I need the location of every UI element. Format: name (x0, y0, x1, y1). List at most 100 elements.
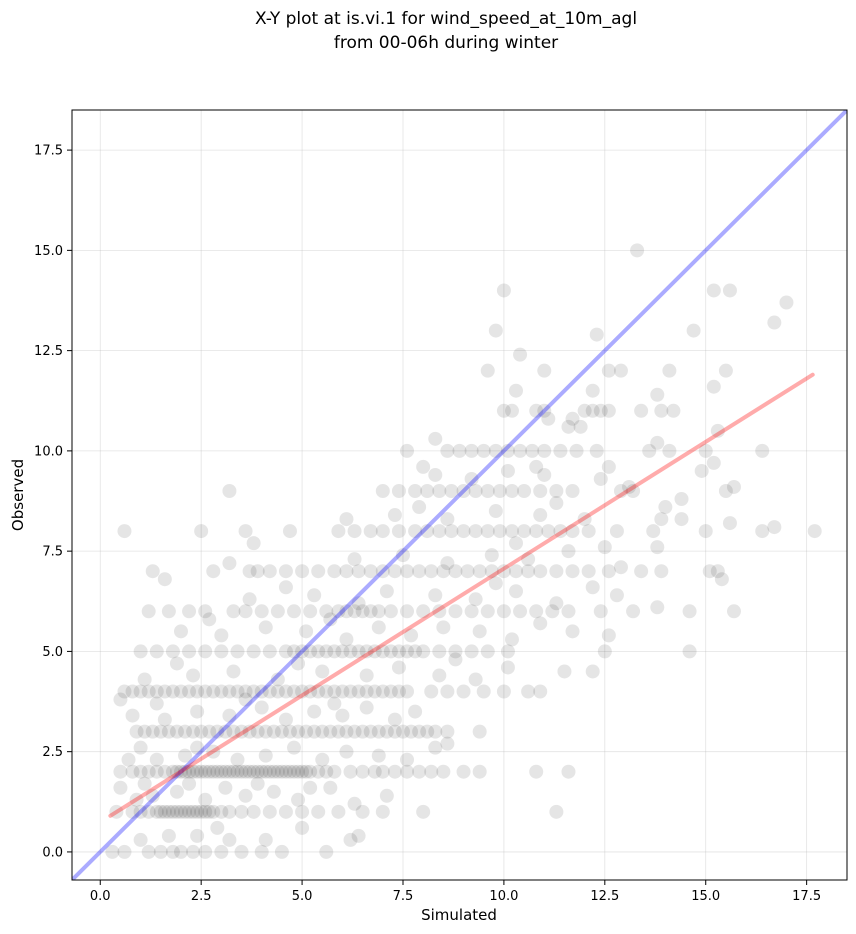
scatter-point (262, 564, 277, 579)
scatter-point (359, 700, 374, 715)
scatter-point (432, 524, 447, 539)
scatter-points (105, 243, 822, 859)
scatter-point (198, 644, 213, 659)
scatter-point (186, 724, 201, 739)
scatter-point (549, 596, 564, 611)
scatter-point (379, 584, 394, 599)
scatter-point (492, 483, 507, 498)
scatter-point (182, 644, 197, 659)
scatter-point (190, 740, 205, 755)
scatter-point (133, 684, 148, 699)
scatter-point (210, 764, 225, 779)
scatter-point (121, 752, 136, 767)
scatter-point (319, 644, 334, 659)
scatter-point (706, 283, 721, 298)
scatter-point (331, 804, 346, 819)
scatter-point (299, 624, 314, 639)
scatter-point (553, 524, 568, 539)
scatter-point (234, 804, 249, 819)
scatter-point (375, 684, 390, 699)
scatter-point (549, 804, 564, 819)
scatter-point (767, 520, 782, 535)
scatter-point (472, 624, 487, 639)
scatter-point (105, 844, 120, 859)
y-tick-label: 17.5 (34, 144, 63, 159)
scatter-point (395, 724, 410, 739)
scatter-point (311, 804, 326, 819)
scatter-point (416, 644, 431, 659)
scatter-point (182, 764, 197, 779)
scatter-point (432, 668, 447, 683)
scatter-point (412, 764, 427, 779)
scatter-point (541, 524, 556, 539)
scatter-point (287, 740, 302, 755)
scatter-point (722, 283, 737, 298)
scatter-point (311, 684, 326, 699)
scatter-point (278, 644, 293, 659)
y-tick-label: 15.0 (34, 244, 63, 259)
scatter-point (226, 664, 241, 679)
scatter-point (238, 692, 253, 707)
scatter-point (173, 684, 188, 699)
scatter-point (125, 684, 140, 699)
scatter-point (222, 708, 237, 723)
scatter-point (601, 564, 616, 579)
scatter-point (266, 784, 281, 799)
scatter-point (169, 804, 184, 819)
scatter-point (182, 604, 197, 619)
scatter-point (186, 844, 201, 859)
scatter-point (545, 604, 560, 619)
scatter-point (391, 524, 406, 539)
scatter-point (343, 684, 358, 699)
scatter-point (218, 780, 233, 795)
scatter-point (295, 804, 310, 819)
scatter-point (254, 700, 269, 715)
scatter-point (755, 524, 770, 539)
scatter-point (420, 483, 435, 498)
scatter-point (496, 564, 511, 579)
scatter-point (214, 844, 229, 859)
scatter-point (488, 323, 503, 338)
scatter-point (173, 624, 188, 639)
scatter-point (726, 604, 741, 619)
scatter-point (650, 435, 665, 450)
scatter-point (500, 644, 515, 659)
y-axis-label: Observed (9, 459, 27, 531)
scatter-point (533, 508, 548, 523)
scatter-point (190, 704, 205, 719)
scatter-point (436, 564, 451, 579)
scatter-point (254, 684, 269, 699)
scatter-point (351, 828, 366, 843)
scatter-point (202, 804, 217, 819)
scatter-point (351, 684, 366, 699)
scatter-point (702, 564, 717, 579)
scatter-point (278, 804, 293, 819)
scatter-point (557, 664, 572, 679)
scatter-point (347, 796, 362, 811)
scatter-point (496, 283, 511, 298)
reference-lines (72, 110, 847, 880)
scatter-point (400, 764, 415, 779)
scatter-point (468, 672, 483, 687)
x-tick-label: 0.0 (90, 889, 111, 904)
scatter-point (529, 403, 544, 418)
scatter-point (230, 684, 245, 699)
x-tick-label: 5.0 (292, 889, 313, 904)
chart-title-line2: from 00-06h during winter (334, 33, 558, 53)
scatter-point (173, 764, 188, 779)
scatter-point (157, 804, 172, 819)
scatter-point (254, 764, 269, 779)
scatter-point (363, 724, 378, 739)
scatter-point (117, 844, 132, 859)
scatter-point (282, 524, 297, 539)
scatter-point (307, 704, 322, 719)
scatter-point (480, 604, 495, 619)
scatter-point (500, 660, 515, 675)
scatter-point (250, 564, 265, 579)
scatter-point (565, 624, 580, 639)
scatter-point (295, 644, 310, 659)
scatter-point (198, 764, 213, 779)
scatter-point (710, 564, 725, 579)
scatter-point (153, 724, 168, 739)
scatter-point (613, 560, 628, 575)
